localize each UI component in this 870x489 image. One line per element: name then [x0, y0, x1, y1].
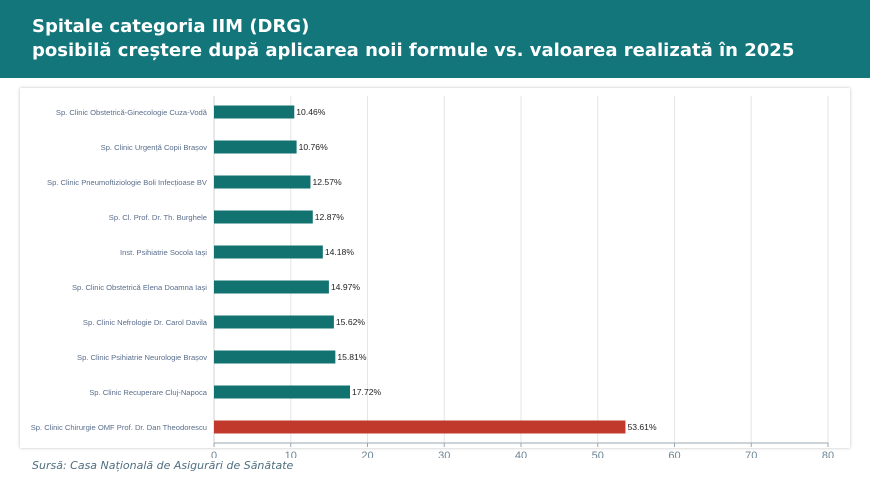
value-label: 15.62% — [336, 317, 366, 327]
value-label: 10.76% — [299, 142, 329, 152]
bar — [214, 210, 313, 224]
bar — [214, 315, 334, 329]
bar — [214, 350, 336, 364]
category-label: Inst. Psihiatrie Socola Iași — [120, 248, 207, 257]
value-label: 12.57% — [312, 177, 342, 187]
x-tick-label: 0 — [211, 450, 217, 458]
bar — [214, 175, 311, 189]
source-note: Sursă: Casa Națională de Asigurări de Să… — [32, 459, 294, 472]
page-title: Spitale categoria IIM (DRG) — [32, 16, 310, 37]
chart-panel: 0 10 20 30 40 50 60 70 80 Sp. Clinic Obstetrică-G… — [20, 88, 850, 458]
x-tick-label: 60 — [668, 450, 680, 458]
bar — [214, 420, 626, 434]
bar — [214, 245, 323, 259]
category-label: Sp. Clinic Obstetrică-Ginecologie Cuza-V… — [56, 108, 208, 117]
x-tick-label: 50 — [592, 450, 604, 458]
category-label: Sp. Clinic Pneumoftiziologie Boli Infecț… — [47, 178, 208, 187]
x-tick-label: 70 — [745, 450, 757, 458]
bar — [214, 140, 297, 154]
category-label: Sp. Clinic Psihiatrie Neurologie Brașov — [77, 353, 207, 362]
category-label: Sp. Cl. Prof. Dr. Th. Burghele — [109, 213, 207, 222]
category-label: Sp. Clinic Nefrologie Dr. Carol Davila — [83, 318, 208, 327]
bar — [214, 105, 295, 119]
value-label: 12.87% — [315, 212, 345, 222]
category-label: Sp. Clinic Obstetrică Elena Doamna Iași — [72, 283, 207, 292]
page-subtitle: posibilă creștere după aplicarea noii fo… — [32, 40, 795, 61]
bar — [214, 385, 351, 399]
value-label: 15.81% — [337, 352, 367, 362]
x-tick-label: 80 — [822, 450, 834, 458]
value-label: 14.97% — [331, 282, 361, 292]
value-label: 53.61% — [627, 422, 657, 432]
value-label: 17.72% — [352, 387, 382, 397]
value-label: 10.46% — [296, 107, 326, 117]
bar-chart: 0 10 20 30 40 50 60 70 80 Sp. Clinic Obstetrică-G… — [31, 96, 834, 458]
x-tick-label: 10 — [285, 450, 297, 458]
x-tick-label: 20 — [361, 450, 373, 458]
category-label: Sp. Clinic Urgență Copii Brașov — [101, 143, 208, 152]
category-label: Sp. Clinic Recuperare Cluj-Napoca — [89, 388, 208, 397]
value-label: 14.18% — [325, 247, 355, 257]
x-tick-label: 40 — [515, 450, 527, 458]
header-banner — [0, 0, 870, 78]
bar — [214, 280, 329, 294]
x-tick-label: 30 — [438, 450, 450, 458]
category-label: Sp. Clinic Chirurgie OMF Prof. Dr. Dan T… — [31, 423, 207, 432]
